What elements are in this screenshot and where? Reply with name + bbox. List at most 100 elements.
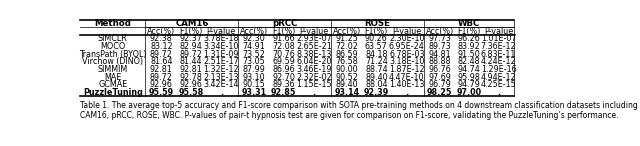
Text: Acc(%): Acc(%) xyxy=(147,27,175,36)
Text: 2.30E-10: 2.30E-10 xyxy=(389,34,424,43)
Text: 4.94E-12: 4.94E-12 xyxy=(481,73,516,82)
Text: 3.34E-10: 3.34E-10 xyxy=(204,42,239,51)
Text: 6.95E-24: 6.95E-24 xyxy=(389,42,425,51)
Text: 2.93E-07: 2.93E-07 xyxy=(296,34,332,43)
Text: 89.36: 89.36 xyxy=(272,80,295,89)
Text: 98.25: 98.25 xyxy=(427,88,452,97)
Text: 90.52: 90.52 xyxy=(335,73,358,82)
Text: 74.91: 74.91 xyxy=(243,42,266,51)
Text: 82.94: 82.94 xyxy=(179,42,202,51)
Text: 92.78: 92.78 xyxy=(179,73,202,82)
Text: 2.65E-21: 2.65E-21 xyxy=(296,42,332,51)
Text: 69.59: 69.59 xyxy=(272,57,295,66)
Text: 92.96: 92.96 xyxy=(150,80,173,89)
Text: 96.76: 96.76 xyxy=(428,65,451,74)
Text: 89.40: 89.40 xyxy=(365,73,388,82)
Text: 1.40E-13: 1.40E-13 xyxy=(389,80,424,89)
Text: 89.72: 89.72 xyxy=(150,50,173,59)
Text: 92.70: 92.70 xyxy=(272,73,295,82)
Text: 92.37: 92.37 xyxy=(179,34,202,43)
Text: 2.51E-17: 2.51E-17 xyxy=(204,57,239,66)
Text: Acc(%): Acc(%) xyxy=(426,27,454,36)
Text: 92.30: 92.30 xyxy=(243,34,266,43)
Text: 73.52: 73.52 xyxy=(243,50,266,59)
Text: 86.59: 86.59 xyxy=(335,50,358,59)
Text: 76.58: 76.58 xyxy=(335,57,358,66)
Text: 73.05: 73.05 xyxy=(243,57,266,66)
Text: 82.48: 82.48 xyxy=(458,57,481,66)
Text: 4.24E-12: 4.24E-12 xyxy=(481,57,516,66)
Text: 72.08: 72.08 xyxy=(272,42,295,51)
Text: WBC: WBC xyxy=(458,19,480,28)
Text: 90.26: 90.26 xyxy=(365,34,388,43)
Text: 91.25: 91.25 xyxy=(335,34,358,43)
Text: 7.36E-12: 7.36E-12 xyxy=(481,42,516,51)
Text: 84.18: 84.18 xyxy=(365,50,388,59)
Text: 95.59: 95.59 xyxy=(148,88,174,97)
Text: 2.32E-02: 2.32E-02 xyxy=(296,73,332,82)
Text: 1.15E-15: 1.15E-15 xyxy=(296,80,332,89)
Text: 97.00: 97.00 xyxy=(456,88,482,97)
Text: 1.32E-12: 1.32E-12 xyxy=(204,65,239,74)
Text: 92.38: 92.38 xyxy=(150,34,173,43)
Text: P-value: P-value xyxy=(300,27,329,36)
Text: 72.02: 72.02 xyxy=(335,42,358,51)
Text: 87.99: 87.99 xyxy=(243,65,266,74)
Text: 6.04E-20: 6.04E-20 xyxy=(296,57,332,66)
Text: 95.98: 95.98 xyxy=(458,73,481,82)
Text: GCMAE: GCMAE xyxy=(98,80,127,89)
Text: 3.42E-14: 3.42E-14 xyxy=(204,80,239,89)
Text: Method: Method xyxy=(94,19,131,28)
Text: 4.47E-10: 4.47E-10 xyxy=(389,73,424,82)
Text: Table 1. The average top-5 accuracy and F1-score comparison with SOTA pre-traini: Table 1. The average top-5 accuracy and … xyxy=(80,101,637,120)
Text: 63.57: 63.57 xyxy=(365,42,388,51)
Text: 91.66: 91.66 xyxy=(272,34,295,43)
Text: 97.73: 97.73 xyxy=(428,34,451,43)
Text: 90.15: 90.15 xyxy=(243,80,266,89)
Text: 93.10: 93.10 xyxy=(243,73,266,82)
Text: 1.31E-09: 1.31E-09 xyxy=(204,50,239,59)
Text: 97.69: 97.69 xyxy=(428,73,451,82)
Text: 1.01E-07: 1.01E-07 xyxy=(481,34,516,43)
Text: Acc(%): Acc(%) xyxy=(240,27,268,36)
Text: 4.25E-15: 4.25E-15 xyxy=(481,80,516,89)
Text: 88.88: 88.88 xyxy=(428,57,451,66)
Text: Acc(%): Acc(%) xyxy=(333,27,361,36)
Text: 6.78E-03: 6.78E-03 xyxy=(389,50,424,59)
Text: MOCO: MOCO xyxy=(100,42,125,51)
Text: 70.76: 70.76 xyxy=(272,50,295,59)
Text: 92.96: 92.96 xyxy=(179,80,202,89)
Text: F1(%): F1(%) xyxy=(179,27,202,36)
Text: Virchow (DINO): Virchow (DINO) xyxy=(82,57,143,66)
Text: 8.38E-13: 8.38E-13 xyxy=(296,50,332,59)
Text: PuzzleTuning: PuzzleTuning xyxy=(83,88,143,97)
Text: .: . xyxy=(497,88,500,97)
Text: P-value: P-value xyxy=(484,27,513,36)
Text: 2.13E-13: 2.13E-13 xyxy=(204,73,239,82)
Text: 71.24: 71.24 xyxy=(365,57,388,66)
Text: 90.00: 90.00 xyxy=(335,65,358,74)
Text: 88.04: 88.04 xyxy=(365,80,388,89)
Text: pRCC: pRCC xyxy=(272,19,298,28)
Text: F1(%): F1(%) xyxy=(272,27,295,36)
Text: 92.85: 92.85 xyxy=(271,88,296,97)
Text: .: . xyxy=(220,88,223,97)
Text: 95.58: 95.58 xyxy=(178,88,204,97)
Text: 89.72: 89.72 xyxy=(179,50,202,59)
Text: 86.96: 86.96 xyxy=(272,65,295,74)
Text: 81.44: 81.44 xyxy=(180,57,202,66)
Text: 89.40: 89.40 xyxy=(335,80,358,89)
Text: 88.74: 88.74 xyxy=(365,65,388,74)
Text: 92.39: 92.39 xyxy=(364,88,389,97)
Text: 94.74: 94.74 xyxy=(458,65,481,74)
Text: SIMCLR: SIMCLR xyxy=(98,34,127,43)
Text: 81.64: 81.64 xyxy=(150,57,173,66)
Text: 3.78E-18: 3.78E-18 xyxy=(204,34,239,43)
Text: 92.81: 92.81 xyxy=(179,65,202,74)
Text: 96.79: 96.79 xyxy=(428,80,451,89)
Text: 1.87E-12: 1.87E-12 xyxy=(389,65,425,74)
Text: CAM16: CAM16 xyxy=(175,19,209,28)
Text: 94.79: 94.79 xyxy=(458,80,481,89)
Text: TransPath (BYOL): TransPath (BYOL) xyxy=(79,50,147,59)
Text: MAE: MAE xyxy=(104,73,122,82)
